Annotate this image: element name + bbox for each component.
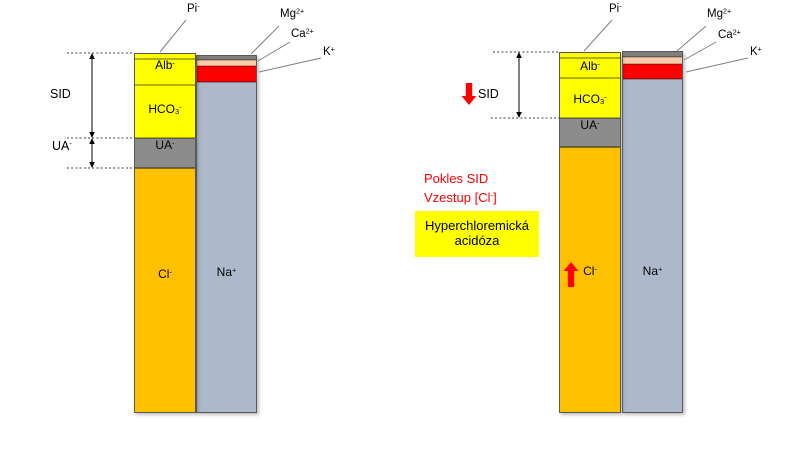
leader-line-pi-normal xyxy=(159,19,187,53)
acidosis-highlight-line2: acidóza xyxy=(454,233,500,248)
segment-hco3-hyperchloremic-acidosis xyxy=(559,78,621,118)
ion-label-pi-normal: Pi- xyxy=(187,2,200,15)
measure-arrow-0-normal-head-top xyxy=(89,53,95,59)
acidosis-highlight-box: Hyperchloremická acidóza xyxy=(415,211,539,257)
ion-label-mg-normal: Mg2+ xyxy=(280,7,305,20)
label-cl-normal: Cl- xyxy=(158,267,172,281)
column-outline-cations-hyperchloremic-acidosis xyxy=(622,51,683,413)
block-arrow-down-hyperchloremic-acidosis xyxy=(461,83,477,105)
vzestup-cl-note: Vzestup [Cl-] xyxy=(424,190,497,205)
ion-label-k-hyperchloremic-acidosis: K+ xyxy=(750,45,762,58)
label-alb-normal: Alb- xyxy=(155,58,175,72)
leader-line-ca-normal xyxy=(257,41,291,62)
label-ua-hyperchloremic-acidosis: UA- xyxy=(580,118,600,132)
column-outline-cations-normal xyxy=(196,55,257,413)
ion-label-k-normal: K+ xyxy=(323,45,335,58)
label-na-normal: Na+ xyxy=(216,265,237,279)
leader-line-pi-hyperchloremic-acidosis xyxy=(583,19,613,52)
side-label-sid-hyperchloremic-acidosis: SID xyxy=(478,87,499,101)
ion-label-mg-hyperchloremic-acidosis: Mg2+ xyxy=(707,7,732,20)
leader-line-k-normal xyxy=(258,57,322,73)
leader-line-k-hyperchloremic-acidosis xyxy=(685,57,749,73)
column-outline-anions-hyperchloremic-acidosis xyxy=(559,52,621,413)
side-label-sid-normal: SID xyxy=(50,87,71,101)
acidosis-highlight-line1: Hyperchloremická xyxy=(424,218,530,233)
segment-na-normal xyxy=(196,82,257,413)
label-hco3-hyperchloremic-acidosis: HCO3- xyxy=(573,92,607,107)
label-hco3-normal: HCO3- xyxy=(148,102,182,117)
measure-arrow-0-hyperchloremic-acidosis-head-top xyxy=(516,52,522,58)
leader-line-mg-hyperchloremic-acidosis xyxy=(676,25,707,52)
ion-label-pi-hyperchloremic-acidosis: Pi- xyxy=(609,2,622,15)
label-ua-normal: UA- xyxy=(155,138,175,152)
measure-arrow-1-normal-head-top xyxy=(89,138,95,144)
measure-arrow-0-normal-head-bottom xyxy=(89,132,95,138)
column-outline-anions-normal xyxy=(134,53,196,413)
pokles-sid-note: Pokles SID xyxy=(424,171,489,186)
ion-label-ca-hyperchloremic-acidosis: Ca2+ xyxy=(718,28,741,41)
label-cl-hyperchloremic-acidosis: Cl- xyxy=(583,264,597,278)
measure-arrow-0-hyperchloremic-acidosis-head-bottom xyxy=(516,112,522,118)
segment-ua-normal xyxy=(134,138,196,168)
label-alb-hyperchloremic-acidosis: Alb- xyxy=(580,59,600,73)
segment-alb-normal xyxy=(134,59,196,85)
leader-line-mg-normal xyxy=(250,25,280,55)
ion-label-ca-normal: Ca2+ xyxy=(291,27,314,40)
side-label-ua-normal: UA- xyxy=(52,139,72,153)
measure-arrow-1-normal-head-bottom xyxy=(89,162,95,168)
leader-line-ca-hyperchloremic-acidosis xyxy=(683,41,717,61)
label-na-hyperchloremic-acidosis: Na+ xyxy=(642,264,663,278)
